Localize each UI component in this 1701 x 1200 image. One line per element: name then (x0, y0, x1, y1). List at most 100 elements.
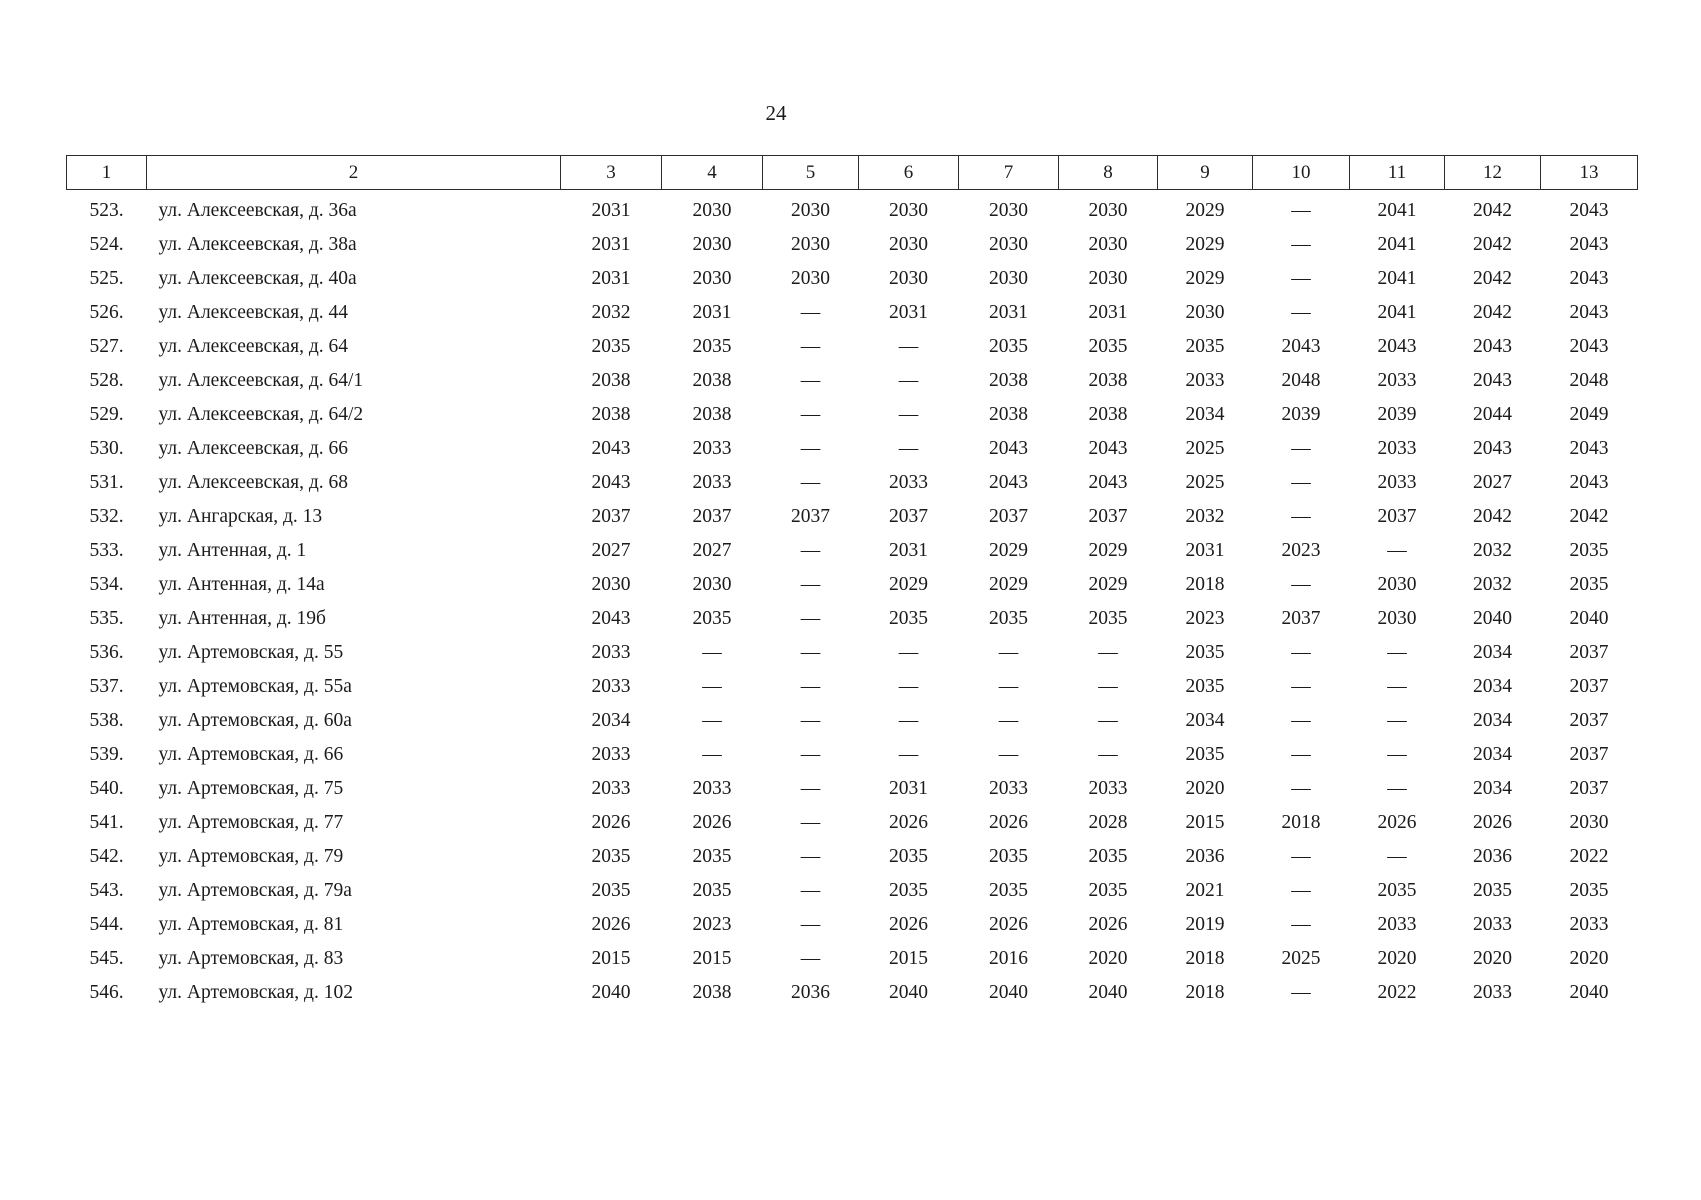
row-number-cell: 541. (89, 812, 124, 833)
address-cell: ул. Артемовская, д. 66 (158, 744, 344, 765)
year-cell: 2029 (1088, 574, 1128, 595)
year-cell: 2039 (1281, 404, 1321, 425)
year-cell: 2035 (1569, 540, 1609, 561)
year-cell: 2026 (1377, 812, 1417, 833)
year-cell: 2026 (989, 812, 1028, 833)
year-cell: 2034 (1473, 778, 1512, 799)
year-cell: — (1387, 710, 1407, 731)
year-cell: — (800, 370, 821, 391)
year-cell: — (898, 642, 919, 663)
column-header: 8 (1058, 155, 1158, 190)
year-cell: 2038 (692, 982, 732, 1003)
table-row: 537. ул. Артемовская, д. 55а 2033 — — — — — 2035… (67, 670, 1638, 704)
year-cell: 2038 (1088, 370, 1128, 391)
address-cell: ул. Артемовская, д. 79а (158, 880, 352, 901)
year-cell: 2016 (989, 948, 1028, 969)
year-cell: 2043 (989, 472, 1028, 493)
year-cell: 2035 (591, 846, 631, 867)
year-cell: 2032 (1473, 574, 1512, 595)
year-cell: — (1291, 914, 1311, 935)
row-number-cell: 525. (89, 268, 124, 289)
year-cell: 2041 (1377, 268, 1417, 289)
address-cell: ул. Артемовская, д. 77 (158, 812, 344, 833)
year-cell: 2034 (1185, 710, 1225, 731)
year-cell: — (800, 676, 821, 697)
row-number-cell: 543. (89, 880, 124, 901)
table-row: 529. ул. Алексеевская, д. 64/2 2038 2038 — — 2… (67, 398, 1638, 432)
year-cell: 2040 (1088, 982, 1128, 1003)
year-cell: 2040 (1569, 982, 1609, 1003)
year-cell: 2030 (1088, 268, 1128, 289)
year-cell: 2030 (1377, 608, 1417, 629)
table-row: 526. ул. Алексеевская, д. 44 2032 2031 — 2031… (67, 296, 1638, 330)
address-cell: ул. Алексеевская, д. 64/1 (158, 370, 364, 391)
year-cell: 2033 (989, 778, 1028, 799)
year-cell: 2019 (1185, 914, 1225, 935)
table-row: 528. ул. Алексеевская, д. 64/1 2038 2038 — — 2… (67, 364, 1638, 398)
year-cell: 2022 (1377, 982, 1417, 1003)
page-number: 24 (765, 101, 787, 125)
year-cell: — (1098, 710, 1118, 731)
year-cell: 2026 (889, 812, 928, 833)
year-cell: 2042 (1473, 268, 1512, 289)
row-number-cell: 538. (89, 710, 124, 731)
year-cell: 2020 (1185, 778, 1225, 799)
year-cell: 2015 (1185, 812, 1225, 833)
year-cell: 2035 (1569, 574, 1609, 595)
year-cell: 2020 (1569, 948, 1609, 969)
year-cell: — (998, 744, 1019, 765)
year-cell: 2029 (889, 574, 928, 595)
year-cell: 2028 (1088, 812, 1128, 833)
table-row: 536. ул. Артемовская, д. 55 2033 — — — — — 2035 —… (67, 636, 1638, 670)
year-cell: 2043 (591, 608, 631, 629)
year-cell: — (800, 948, 821, 969)
year-cell: 2033 (591, 642, 631, 663)
year-cell: 2031 (591, 200, 631, 221)
year-cell: 2030 (889, 200, 928, 221)
year-cell: — (800, 404, 821, 425)
table-row: 542. ул. Артемовская, д. 79 2035 2035 — 2035 2… (67, 840, 1638, 874)
year-cell: 2043 (1569, 200, 1609, 221)
year-cell: — (800, 302, 821, 323)
table-row: 546. ул. Артемовская, д. 102 2040 2038 2036 2… (67, 976, 1638, 1010)
year-cell: 2038 (989, 404, 1028, 425)
year-cell: — (702, 676, 722, 697)
table-row: 535. ул. Антенная, д. 19б 2043 2035 — 2035 203… (67, 602, 1638, 636)
year-cell: — (702, 710, 722, 731)
year-cell: 2043 (1473, 336, 1512, 357)
year-cell: 2020 (1377, 948, 1417, 969)
year-cell: 2029 (1185, 234, 1225, 255)
table-row: 524. ул. Алексеевская, д. 38а 2031 2030 2030… (67, 228, 1638, 262)
year-cell: — (1387, 846, 1407, 867)
year-cell: 2035 (1185, 744, 1225, 765)
year-cell: 2037 (1281, 608, 1321, 629)
year-cell: 2041 (1377, 234, 1417, 255)
year-cell: 2030 (692, 200, 732, 221)
column-header: 13 (1540, 155, 1638, 190)
year-cell: 2043 (1473, 370, 1512, 391)
address-cell: ул. Алексеевская, д. 40а (158, 268, 357, 289)
address-cell: ул. Артемовская, д. 55 (158, 642, 344, 663)
year-cell: — (800, 574, 821, 595)
year-cell: 2030 (989, 234, 1028, 255)
year-cell: 2015 (591, 948, 631, 969)
row-number-cell: 544. (89, 914, 124, 935)
row-number-cell: 537. (89, 676, 124, 697)
year-cell: — (702, 744, 722, 765)
year-cell: 2040 (889, 982, 928, 1003)
year-cell: 2031 (591, 268, 631, 289)
year-cell: 2035 (989, 880, 1028, 901)
table-body: 523. ул. Алексеевская, д. 36а 2031 2030 2030… (67, 190, 1638, 1011)
year-cell: 2015 (692, 948, 732, 969)
year-cell: 2031 (692, 302, 732, 323)
year-cell: 2031 (591, 234, 631, 255)
year-cell: 2018 (1185, 948, 1225, 969)
year-cell: 2031 (989, 302, 1028, 323)
table-row: 531. ул. Алексеевская, д. 68 2043 2033 — 2033… (67, 466, 1638, 500)
year-cell: 2033 (1088, 778, 1128, 799)
year-cell: 2043 (1569, 234, 1609, 255)
column-header: 5 (762, 155, 859, 190)
year-cell: — (898, 336, 919, 357)
year-cell: 2033 (1185, 370, 1225, 391)
row-number-cell: 546. (89, 982, 124, 1003)
